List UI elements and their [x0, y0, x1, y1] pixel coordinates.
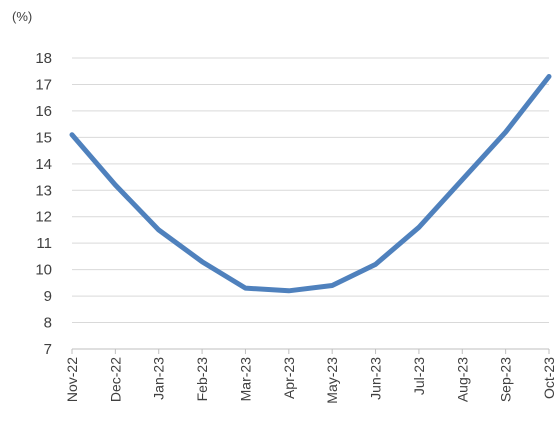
y-tick-label: 16: [35, 103, 52, 120]
y-tick-label: 17: [35, 76, 52, 93]
y-tick-label: 11: [36, 235, 52, 252]
gridlines: [72, 57, 549, 324]
y-tick-label: 8: [44, 315, 52, 332]
x-tick-label: Jul-23: [411, 357, 427, 395]
y-tick-label: 12: [35, 209, 52, 226]
x-axis-ticks: Nov-22 Dec-22 Jan-23 Feb-23 Mar-23 Apr-23 May-…: [64, 349, 557, 404]
y-tick-label: 9: [44, 288, 52, 305]
x-tick-label: Sep-23: [498, 357, 514, 402]
y-tick-label: 7: [44, 341, 52, 358]
x-tick-label: Dec-22: [107, 357, 123, 402]
x-tick-label: Aug-23: [454, 357, 470, 402]
x-tick-label: Nov-22: [64, 357, 80, 402]
series-line: [69, 74, 552, 294]
x-tick-label: Jan-23: [151, 357, 167, 400]
series-layer: [69, 74, 552, 294]
x-tick-label: Oct-23: [541, 357, 557, 399]
y-tick-label: 10: [35, 262, 52, 279]
y-axis-unit-label: (%): [12, 9, 33, 24]
y-axis-ticks: 7 8 9 10 11 12 13 14 15 16 17 18: [35, 50, 52, 358]
y-tick-label: 18: [35, 50, 52, 67]
x-tick-label: Mar-23: [237, 357, 253, 402]
x-tick-label: Feb-23: [194, 357, 210, 402]
y-tick-label: 13: [35, 182, 52, 199]
x-tick-label: May-23: [324, 357, 340, 404]
y-tick-label: 14: [35, 156, 52, 173]
x-tick-label: Apr-23: [281, 357, 297, 399]
y-tick-label: 15: [35, 129, 52, 146]
x-tick-label: Jun-23: [368, 357, 384, 400]
